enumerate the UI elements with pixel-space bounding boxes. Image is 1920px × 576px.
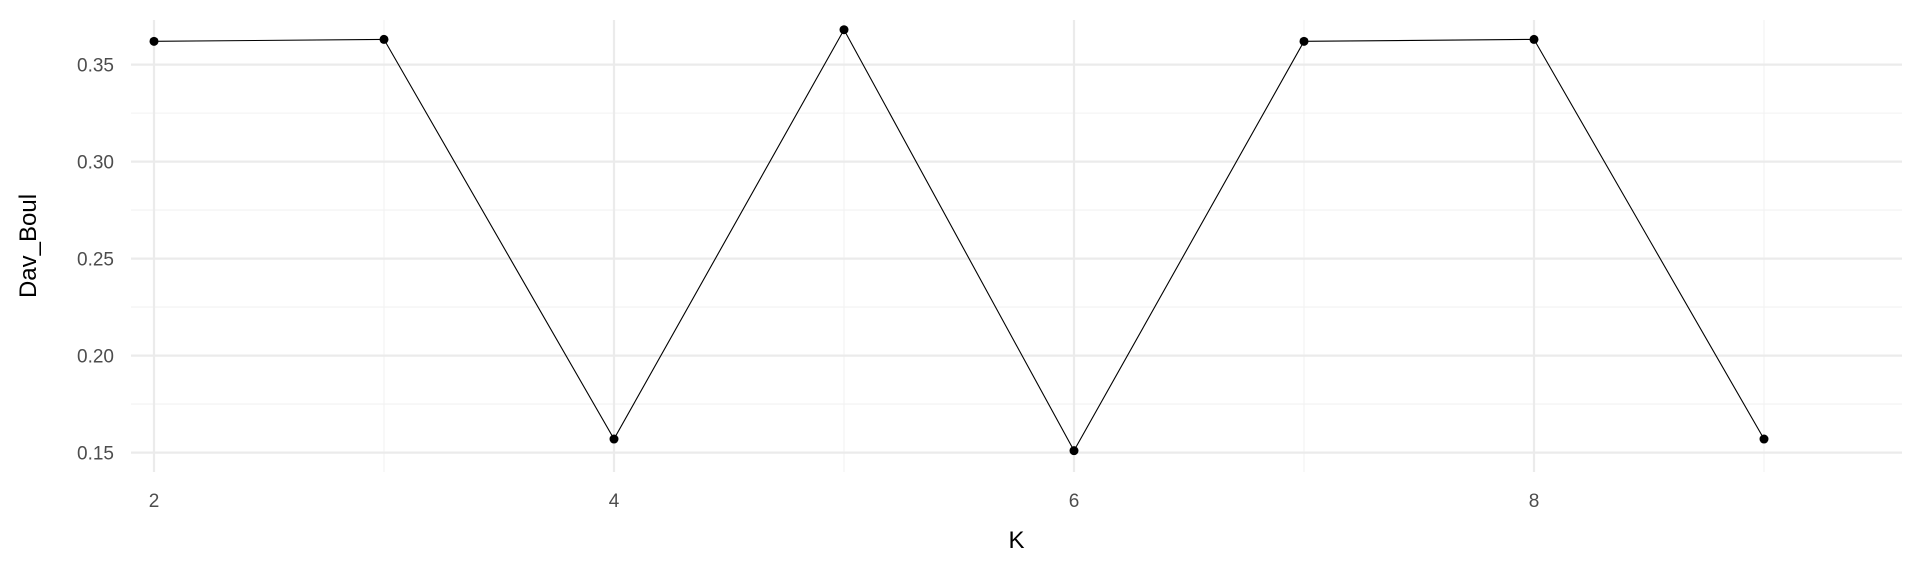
x-axis-title: K	[1008, 527, 1024, 554]
x-tick-label: 4	[609, 491, 620, 512]
y-tick-label: 0.20	[77, 347, 114, 368]
data-point	[1299, 36, 1309, 46]
series	[149, 25, 1769, 456]
x-tick-label: 6	[1069, 491, 1080, 512]
data-point	[609, 434, 619, 444]
y-axis-ticks: 0.15 0.20 0.25 0.30 0.35	[77, 56, 114, 465]
y-tick-label: 0.15	[77, 444, 114, 465]
data-point	[1759, 434, 1769, 444]
data-point	[379, 34, 389, 44]
y-axis-title: Dav_Boul	[15, 194, 42, 298]
x-axis-ticks: 2 4 6 8	[149, 491, 1540, 512]
x-tick-label: 8	[1529, 491, 1540, 512]
data-point	[1529, 34, 1539, 44]
y-tick-label: 0.30	[77, 153, 114, 174]
data-point	[839, 25, 849, 35]
y-tick-label: 0.35	[77, 56, 114, 77]
grid	[131, 20, 1902, 472]
data-point	[149, 36, 159, 46]
series-line	[153, 28, 1765, 452]
data-point	[1069, 446, 1079, 456]
y-tick-label: 0.25	[77, 250, 114, 271]
x-tick-label: 2	[149, 491, 160, 512]
